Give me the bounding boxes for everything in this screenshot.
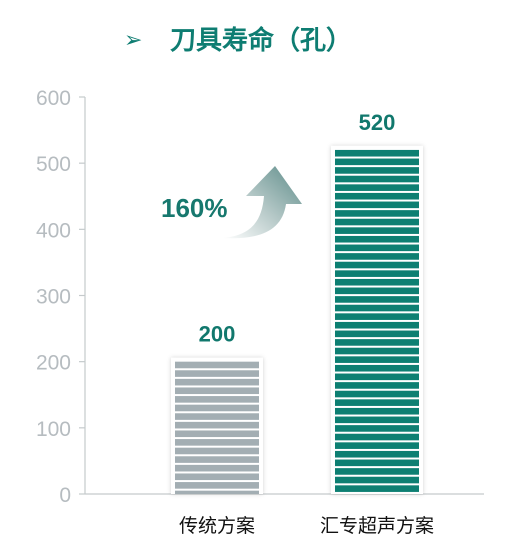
bar-stripe [335, 407, 419, 415]
bar-stripe [335, 235, 419, 243]
bar-stripe [175, 482, 259, 489]
bar-stripe [175, 370, 259, 377]
bar-stripe [175, 456, 259, 463]
y-tick-label: 100 [36, 418, 71, 441]
bar-stripe [335, 296, 419, 303]
bar-stripe [335, 476, 419, 484]
bar-stripe [175, 490, 259, 494]
bar-stripe [335, 218, 419, 226]
title-marker-icon: ➢ [124, 28, 142, 53]
bar-value-label: 520 [359, 110, 396, 135]
bar-stripe [335, 416, 419, 424]
bar-stripe [175, 404, 259, 412]
y-tick-label: 200 [36, 352, 71, 375]
bar-stripe [335, 356, 419, 363]
bar-stripe [335, 287, 419, 295]
y-tick-label: 500 [36, 153, 71, 176]
bar-stripe [175, 361, 259, 369]
bar-stripe [175, 447, 259, 455]
bar-stripe [335, 468, 419, 475]
bar-stripe [335, 227, 419, 234]
bar [331, 145, 423, 494]
bar-stripe [335, 261, 419, 269]
growth-arrow-icon [222, 166, 302, 239]
bar-stripe [335, 433, 419, 441]
bar-stripe [335, 390, 419, 398]
bar-stripe [175, 464, 259, 472]
y-tick-label: 600 [36, 87, 71, 110]
bar-stripe [335, 270, 419, 277]
bar-stripe [335, 347, 419, 355]
bar-stripe [335, 364, 419, 372]
y-tick-label: 300 [36, 286, 71, 309]
y-tick-label: 0 [59, 484, 71, 507]
bar-stripe [335, 313, 419, 320]
bar-labels: 200 传统方案 520 汇专超声方案 [179, 110, 434, 537]
bar-stripe [175, 387, 259, 395]
bar-stripe [175, 473, 259, 481]
bar-stripe [335, 339, 419, 346]
category-label: 传统方案 [179, 515, 255, 537]
growth-percentage: 160% [161, 193, 228, 223]
bar-stripe [335, 382, 419, 389]
bar-stripe [335, 167, 419, 174]
category-label: 汇专超声方案 [320, 515, 434, 537]
bar-stripe [335, 253, 419, 260]
bar-stripe [335, 459, 419, 467]
bar-stripe [335, 175, 419, 183]
bar-stripe [175, 413, 259, 420]
bar-stripe [335, 210, 419, 217]
bar-stripe [335, 425, 419, 432]
bar-stripe [335, 304, 419, 312]
y-tick-label: 400 [36, 219, 71, 242]
bar-value-label: 200 [199, 322, 236, 347]
bar-stripe [335, 450, 419, 458]
y-axis: 0 100 200 300 400 500 600 [36, 87, 484, 507]
bar-stripe [335, 184, 419, 191]
bar-stripe [335, 158, 419, 166]
bar-stripe [335, 485, 419, 492]
bar-stripe [175, 396, 259, 403]
bar-stripe [175, 421, 259, 429]
bar-stripe [175, 439, 259, 446]
bar-stripe [335, 373, 419, 381]
bar-stripe [335, 399, 419, 406]
bar-stripe [335, 149, 419, 157]
bar [171, 357, 263, 494]
bar-stripe [335, 442, 419, 449]
chart-title: 刀具寿命（孔） [170, 25, 352, 56]
bar-stripe [335, 330, 419, 338]
bar-stripe [335, 244, 419, 252]
bars [171, 145, 423, 494]
bar-stripe [335, 278, 419, 286]
bar-stripe [335, 321, 419, 329]
bar-stripe [175, 378, 259, 386]
bar-stripe [335, 192, 419, 200]
bar-stripe [175, 430, 259, 438]
bar-stripe [335, 201, 419, 209]
